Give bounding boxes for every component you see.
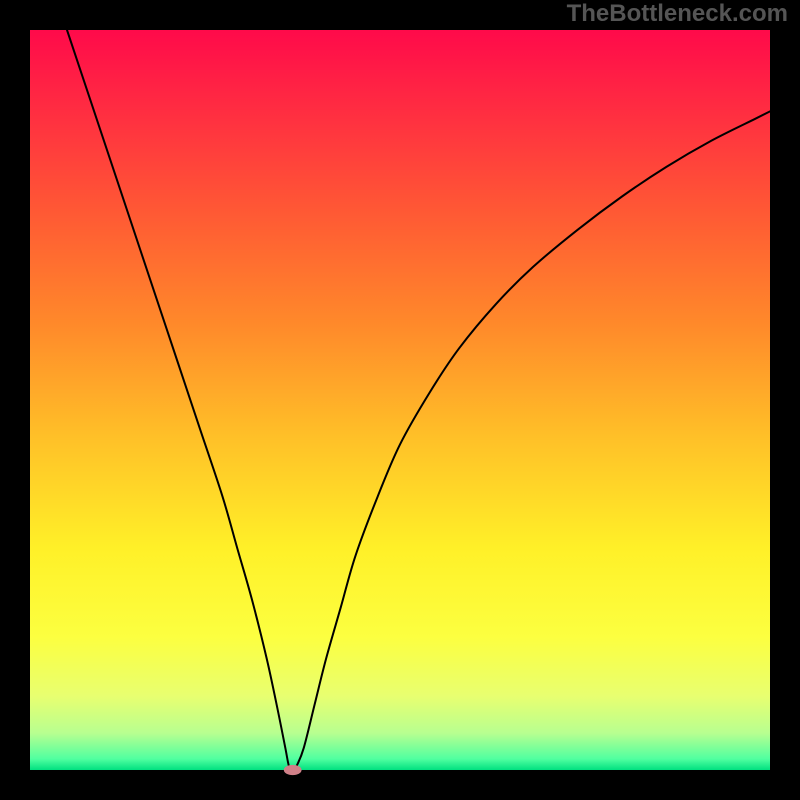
watermark-text: TheBottleneck.com (567, 0, 788, 28)
bottleneck-chart (0, 0, 800, 800)
plot-background (30, 30, 770, 770)
minimum-marker (284, 765, 302, 775)
